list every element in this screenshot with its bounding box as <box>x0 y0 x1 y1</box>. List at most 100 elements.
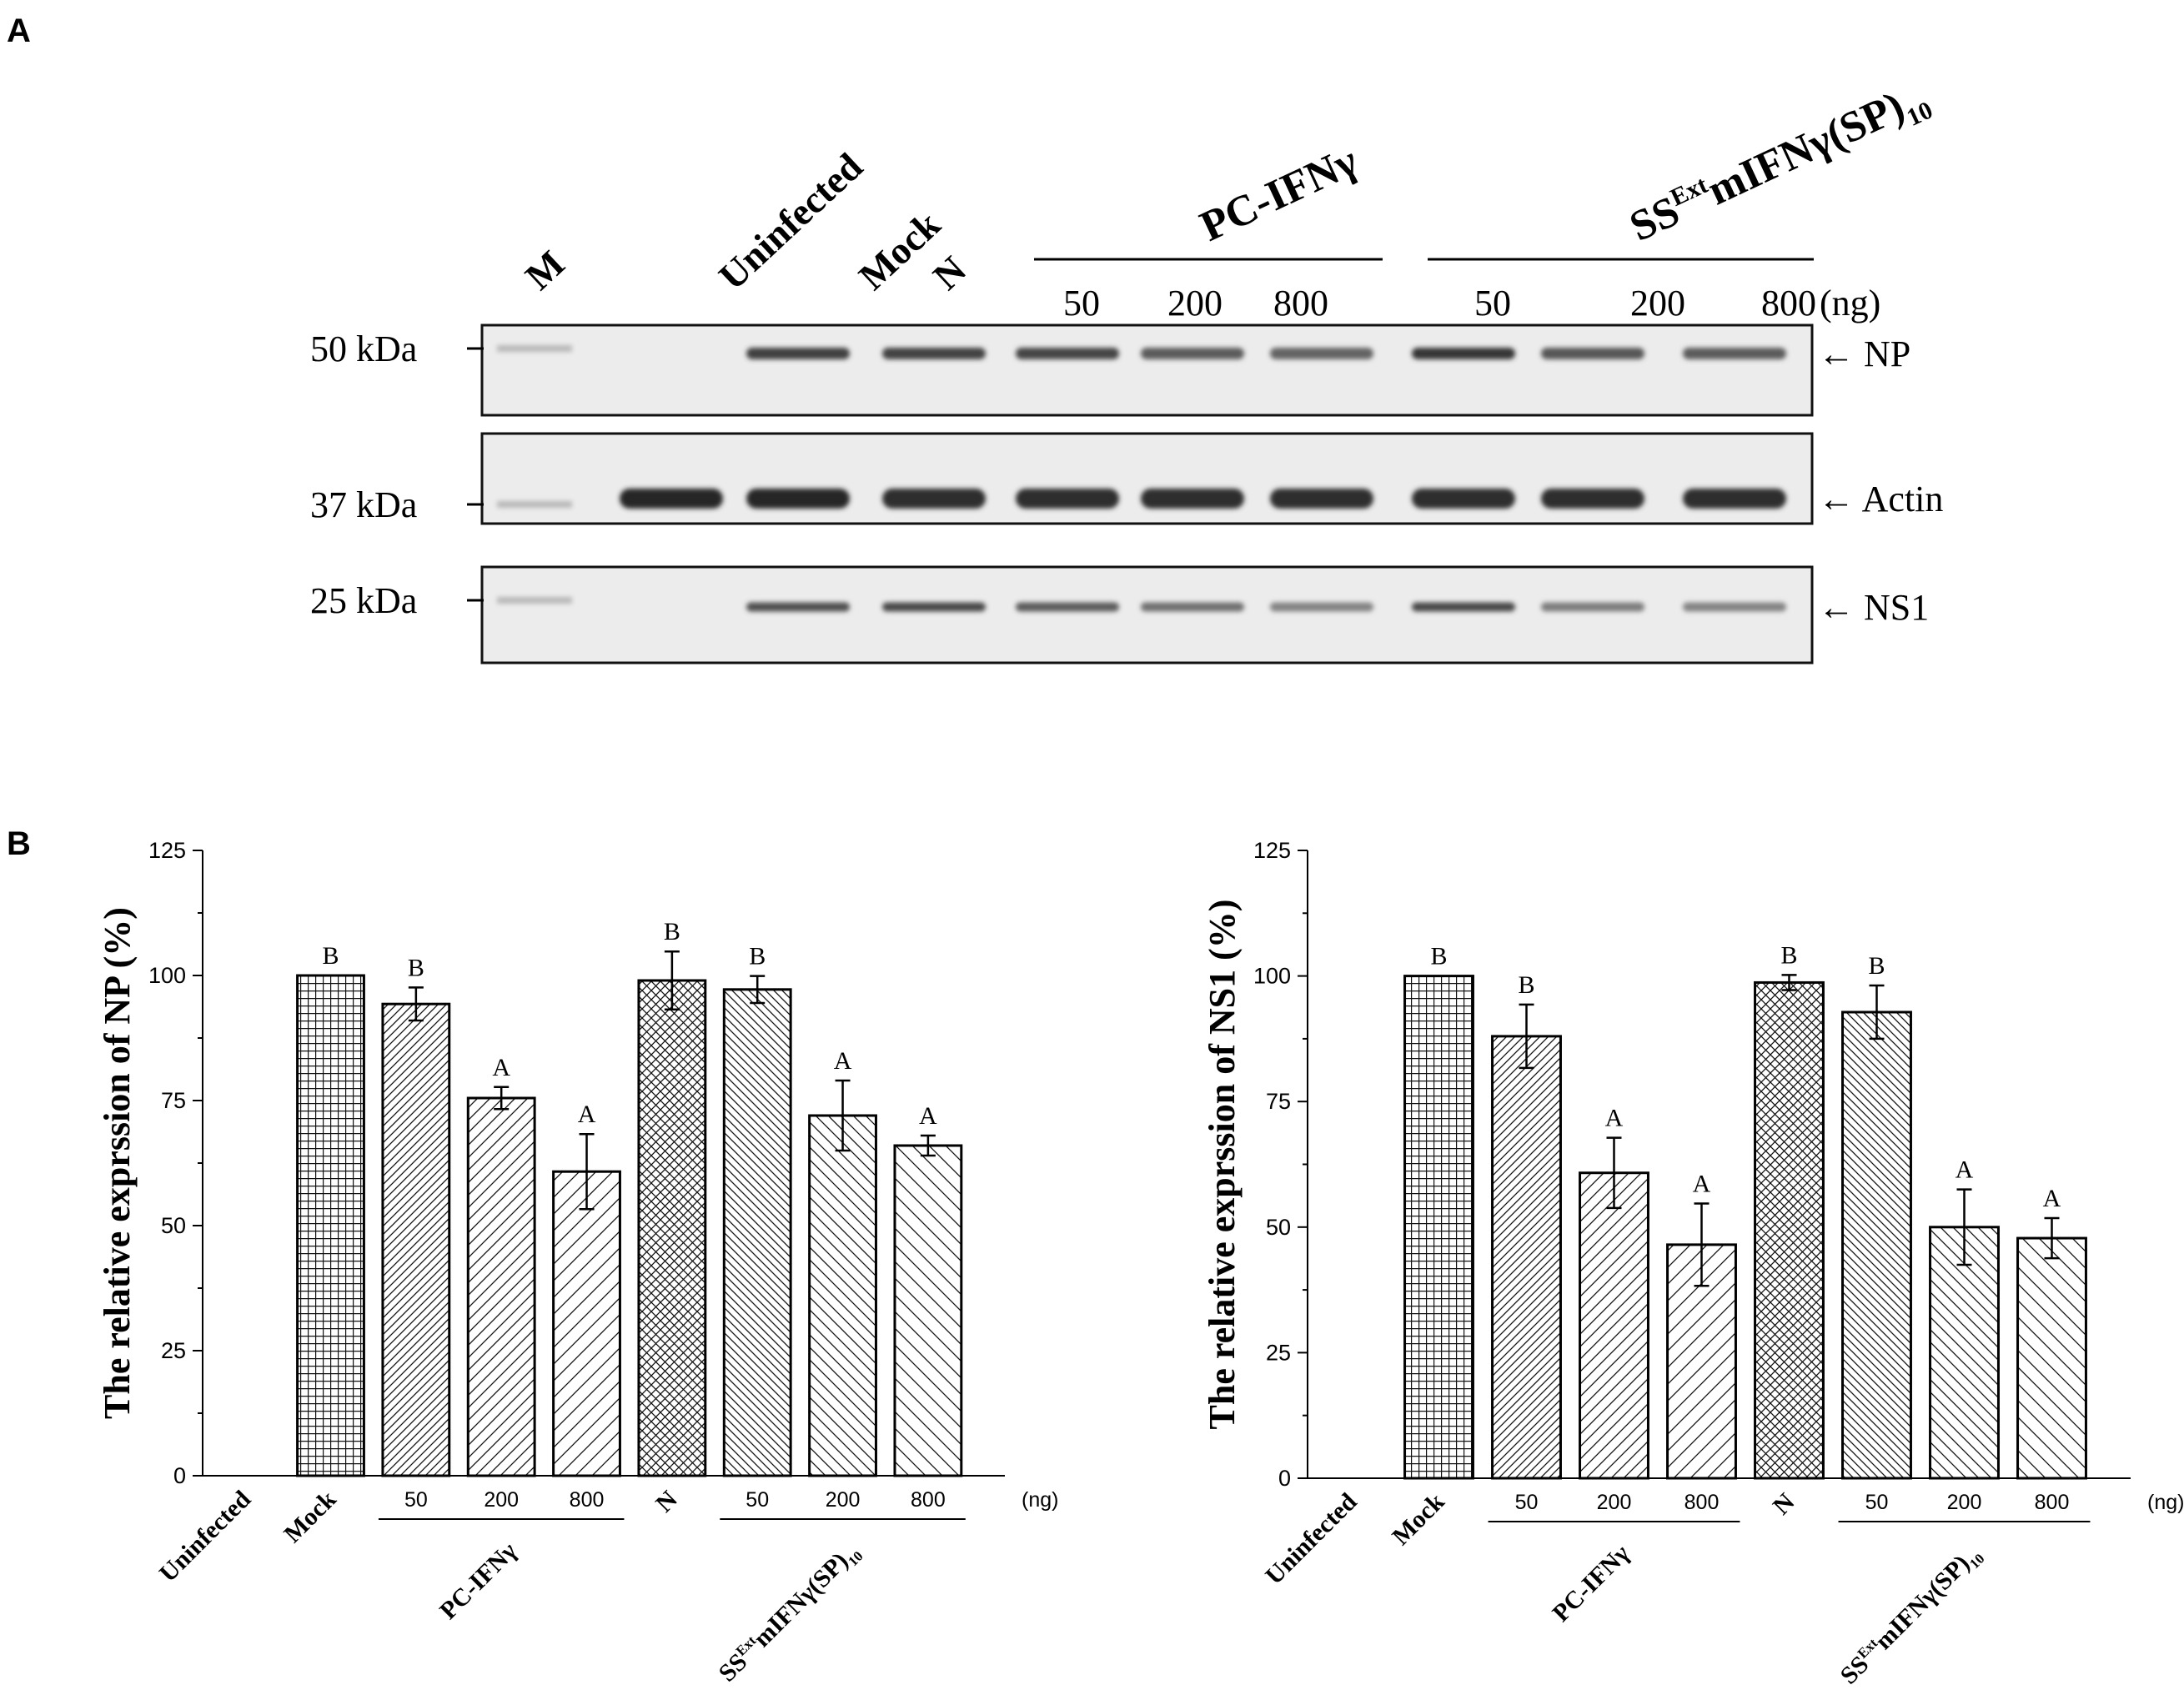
significance-label-2: B <box>408 954 424 981</box>
chart-np: 0 25 50 75 100 125 The relative exprssion of N… <box>97 838 1058 1689</box>
category-label-8: 800 <box>911 1488 946 1512</box>
group-label-0: PC-IFNγ <box>434 1537 522 1625</box>
category-label-1: Mock <box>279 1485 341 1547</box>
y-tick-label: 50 <box>161 1213 186 1238</box>
category-label-8: 800 <box>2035 1491 2070 1514</box>
treatment-groups: PC-IFNγ SSExtmIFNγ(SP)10 <box>1034 72 1937 261</box>
band <box>620 489 723 509</box>
category-label-2: 50 <box>1515 1491 1539 1514</box>
group-label-1: SSExtmIFNγ(SP)10 <box>1623 72 1937 257</box>
significance-label-4: A <box>578 1101 596 1128</box>
error-bar-6 <box>1869 984 1885 1041</box>
category-label-0: Uninfected <box>154 1485 257 1587</box>
bar-8 <box>893 1144 963 1477</box>
bar-7 <box>808 1114 877 1477</box>
category-label-5: N <box>1768 1487 1800 1520</box>
kda-label: 25 kDa <box>310 580 417 621</box>
lane-label-4: 50 <box>1063 283 1100 323</box>
group-label-0: PC-IFNγ <box>1547 1540 1634 1627</box>
significance-label-7: A <box>1956 1156 1974 1184</box>
band <box>1541 489 1644 509</box>
bar-8 <box>2016 1236 2087 1480</box>
error-bar-4 <box>579 1132 595 1211</box>
category-label-7: 200 <box>826 1488 861 1512</box>
lane-label-8: 200 <box>1630 283 1685 323</box>
lane-label-2: Mock <box>851 203 948 298</box>
error-bar-6 <box>750 975 766 1005</box>
category-label-4: 800 <box>1684 1491 1720 1514</box>
bar-6 <box>722 988 792 1477</box>
panel-letter-b: B <box>7 825 31 862</box>
band <box>1016 489 1119 509</box>
blot-membrane <box>480 323 1814 417</box>
significance-label-1: B <box>1430 943 1447 970</box>
error-bar-2 <box>408 986 424 1022</box>
band <box>746 348 850 359</box>
chart-ns1: 0 25 50 75 100 125 The relative exprssion of N… <box>1202 838 2184 1690</box>
lane-label-0: M <box>517 242 573 298</box>
bar-2 <box>381 1002 451 1477</box>
lane-label-1: Uninfected <box>710 144 871 298</box>
significance-label-6: B <box>749 943 766 970</box>
category-label-0: Uninfected <box>1260 1487 1363 1590</box>
band <box>882 489 986 509</box>
error-bar-7 <box>1956 1188 1972 1266</box>
lane-label-3: N <box>925 248 974 298</box>
y-tick-label: 100 <box>1253 964 1291 989</box>
band <box>1270 489 1373 509</box>
error-bar-7 <box>835 1079 851 1152</box>
lane-label-5: 200 <box>1167 283 1223 323</box>
protein-label: ← NP <box>1818 333 1910 374</box>
category-label-5: N <box>650 1485 683 1517</box>
band <box>1683 489 1786 509</box>
bar-4 <box>552 1170 621 1477</box>
error-bar-3 <box>1606 1136 1622 1210</box>
western-blots: 50 kDa ← NP 37 kDa ← Actin 25 kDa ← NS1 <box>310 323 1943 664</box>
band <box>1270 602 1373 612</box>
error-bar-8 <box>920 1134 936 1157</box>
y-tick-label: 75 <box>1266 1089 1291 1114</box>
band <box>1412 489 1515 509</box>
bar-5 <box>1754 980 1825 1480</box>
band <box>1412 348 1515 359</box>
lane-label-6: 800 <box>1273 283 1328 323</box>
band <box>1412 602 1515 612</box>
category-label-4: 800 <box>570 1488 605 1512</box>
bar-7 <box>1929 1226 2000 1480</box>
significance-label-1: B <box>323 942 339 970</box>
error-bar-5 <box>1781 974 1797 991</box>
significance-label-3: A <box>492 1054 510 1081</box>
lane-label-9: 800 <box>1761 283 1816 323</box>
band <box>1141 602 1244 612</box>
bar-1 <box>296 974 365 1477</box>
y-axis-label: The relative exprssion of NS1 (%) <box>1202 900 1243 1430</box>
y-tick-label: 0 <box>1278 1466 1291 1491</box>
group-label-1: SSExtmIFNγ(SP)10 <box>713 1537 866 1689</box>
category-label-2: 50 <box>404 1488 428 1512</box>
marker-band <box>497 597 572 604</box>
error-bar-4 <box>1694 1202 1710 1287</box>
category-label-6: 50 <box>746 1488 769 1512</box>
protein-label: ← NS1 <box>1818 587 1929 628</box>
significance-label-6: B <box>1868 952 1885 980</box>
band <box>1016 602 1119 612</box>
y-axis-label: The relative exprssion of NP (%) <box>97 907 138 1419</box>
kda-label: 50 kDa <box>310 328 417 369</box>
y-tick-label: 100 <box>148 963 186 988</box>
significance-label-5: B <box>664 918 680 945</box>
band <box>1016 348 1119 359</box>
error-bar-5 <box>664 950 680 1011</box>
bar-1 <box>1403 975 1474 1480</box>
band <box>1541 602 1644 612</box>
panel-letter-a: A <box>7 13 31 49</box>
band <box>1141 489 1244 509</box>
lane-label-7: 50 <box>1474 283 1511 323</box>
significance-label-4: A <box>1693 1170 1711 1197</box>
band <box>1683 348 1786 359</box>
blot-actin: 37 kDa ← Actin <box>310 432 1943 525</box>
band <box>1683 602 1786 612</box>
band <box>746 602 850 612</box>
